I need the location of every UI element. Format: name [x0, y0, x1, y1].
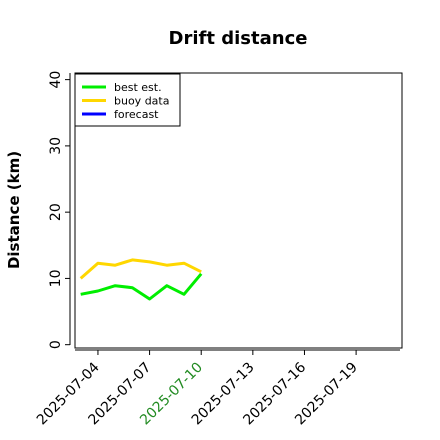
y-tick-label: 10	[48, 270, 64, 288]
y-axis-label: Distance (km)	[5, 151, 23, 269]
series-line-best-est-	[80, 272, 203, 301]
legend-label: buoy data	[114, 95, 169, 108]
y-tick-label: 20	[48, 203, 64, 221]
legend-label: forecast	[114, 108, 159, 121]
y-tick-label: 0	[48, 340, 64, 349]
x-axis: 2025-07-042025-07-072025-07-102025-07-13…	[34, 349, 400, 428]
legend-label: best est.	[114, 81, 162, 94]
series-line-buoy-data	[79, 258, 202, 280]
y-tick-label: 40	[48, 71, 64, 89]
series-layer	[79, 258, 203, 301]
y-tick-label: 30	[48, 137, 64, 155]
chart-title: Drift distance	[169, 28, 308, 49]
y-axis: 0 10 20 30 40	[48, 71, 71, 349]
